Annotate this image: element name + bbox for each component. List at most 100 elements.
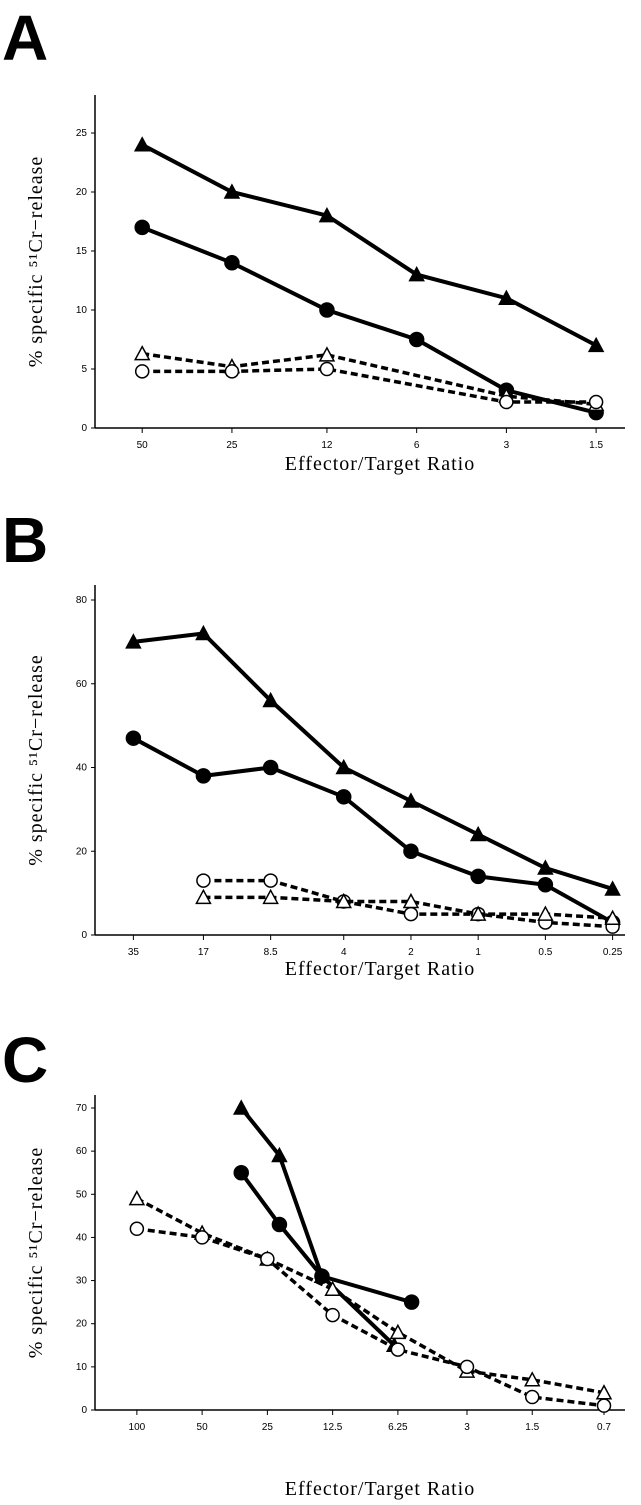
point <box>232 1099 250 1115</box>
x-tick-label: 6 <box>414 440 420 451</box>
point <box>403 906 419 922</box>
point <box>469 905 487 921</box>
point <box>223 183 241 199</box>
series-line <box>239 1106 396 1347</box>
x-tick-label: 12 <box>321 440 333 451</box>
panel-label: A <box>2 2 48 74</box>
x-tick-label: 0.5 <box>538 947 552 958</box>
point <box>537 877 554 893</box>
x-tick-label: 35 <box>128 947 140 958</box>
x-tick-label: 1.5 <box>589 440 603 451</box>
point <box>403 1294 420 1310</box>
point <box>587 336 605 353</box>
x-tick-label: 12.5 <box>323 1422 343 1433</box>
point <box>402 892 420 909</box>
point <box>134 219 150 236</box>
point <box>408 331 425 348</box>
point <box>128 1190 146 1206</box>
point <box>133 136 151 152</box>
point <box>233 1164 249 1181</box>
x-tick-label: 2 <box>408 947 414 958</box>
series-line <box>141 351 597 407</box>
x-axis-label: Effector/Target Ratio <box>285 1478 475 1500</box>
point <box>319 302 335 318</box>
point <box>408 266 425 282</box>
point <box>224 255 240 271</box>
x-tick-label: 8.5 <box>264 947 278 958</box>
point <box>129 1221 145 1237</box>
point <box>469 825 487 842</box>
x-tick-label: 4 <box>341 947 347 958</box>
y-tick-label: 70 <box>76 1103 88 1114</box>
point <box>588 394 604 410</box>
point <box>498 289 515 305</box>
point <box>133 345 151 361</box>
y-axis-label: % specific ⁵¹Cr−release <box>25 1147 47 1359</box>
point <box>389 1323 407 1340</box>
y-tick-label: 0 <box>81 1405 87 1416</box>
x-tick-label: 0.25 <box>603 947 623 958</box>
x-tick-label: 50 <box>197 1422 209 1433</box>
y-tick-label: 0 <box>81 423 87 434</box>
point <box>335 789 352 805</box>
point <box>195 624 212 641</box>
series-line <box>239 1171 413 1305</box>
x-tick-label: 6.25 <box>388 1422 408 1433</box>
point <box>195 888 212 905</box>
point <box>134 364 150 379</box>
y-tick-label: 20 <box>76 187 88 198</box>
point <box>318 207 336 223</box>
point <box>524 1389 540 1405</box>
panel-label: B <box>2 504 48 576</box>
point <box>262 888 279 905</box>
series-line <box>132 736 614 925</box>
panel-label: C <box>2 1024 48 1096</box>
point <box>459 1359 475 1375</box>
y-tick-label: 10 <box>76 305 88 316</box>
x-tick-label: 3 <box>504 440 510 451</box>
point <box>537 859 554 875</box>
y-axis-label: % specific ⁵¹Cr−release <box>25 156 47 368</box>
point <box>271 1216 288 1233</box>
point <box>125 633 142 649</box>
point <box>263 873 278 888</box>
point <box>537 905 554 921</box>
y-tick-label: 0 <box>81 930 87 941</box>
point <box>403 843 419 859</box>
series-line <box>141 143 598 348</box>
y-tick-label: 40 <box>76 763 88 774</box>
point <box>470 868 486 885</box>
y-tick-label: 80 <box>76 595 88 606</box>
point <box>499 394 514 410</box>
series-line <box>142 367 597 404</box>
point <box>319 361 335 377</box>
x-axis-label: Effector/Target Ratio <box>285 453 475 475</box>
point <box>604 880 621 896</box>
x-tick-label: 1.5 <box>525 1422 539 1433</box>
point <box>402 792 420 808</box>
point <box>271 1146 288 1163</box>
series-line <box>136 1227 605 1408</box>
x-axis-label: Effector/Target Ratio <box>285 958 475 980</box>
point <box>324 1280 341 1296</box>
x-tick-label: 25 <box>262 1422 274 1433</box>
point <box>604 909 621 925</box>
y-tick-label: 10 <box>76 1362 88 1373</box>
point <box>125 730 142 746</box>
point <box>260 1251 275 1267</box>
point <box>195 768 212 784</box>
point <box>390 1342 406 1357</box>
y-tick-label: 30 <box>76 1276 88 1287</box>
point <box>596 1398 612 1413</box>
point <box>262 691 279 708</box>
y-tick-label: 5 <box>81 364 87 375</box>
y-tick-label: 25 <box>76 128 88 139</box>
y-axis-label: % specific ⁵¹Cr−release <box>25 654 47 866</box>
point <box>325 1307 340 1323</box>
series-line <box>133 631 614 891</box>
x-tick-label: 50 <box>137 440 149 451</box>
x-tick-label: 25 <box>226 440 238 451</box>
point <box>335 892 352 909</box>
series-line <box>136 1197 605 1395</box>
